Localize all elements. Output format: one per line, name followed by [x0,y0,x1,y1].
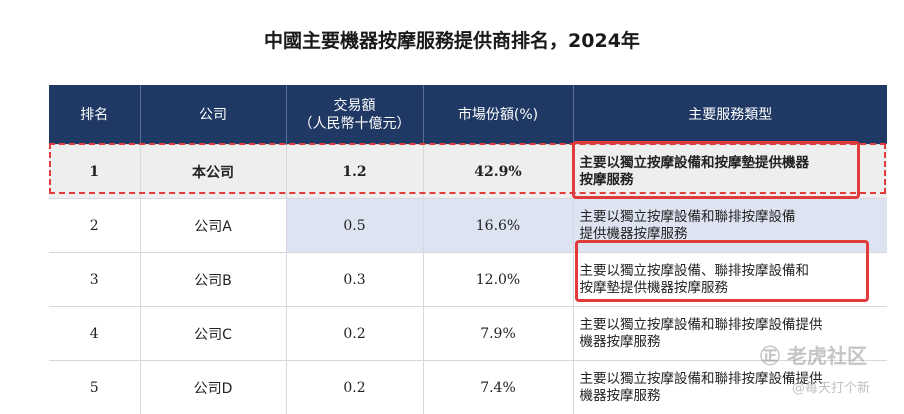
header-service: 主要服務類型 [573,85,887,145]
cell-amount: 0.2 [286,361,423,414]
watermark-handle: @每天打个新 [792,377,870,396]
header-share: 市場份額(%) [423,85,573,145]
cell-share: 12.0% [423,253,573,307]
highlight-service-box-2 [575,240,869,302]
cell-company: 公司C [140,307,286,361]
header-amount: 交易額（人民幣十億元） [286,85,423,145]
cell-company: 公司A [140,199,286,253]
highlight-service-box-1 [572,141,860,199]
cell-share: 7.9% [423,307,573,361]
cell-company: 公司B [140,253,286,307]
cell-amount: 0.3 [286,253,423,307]
cell-amount: 0.2 [286,307,423,361]
watermark-logo: ㊣ 老虎社区 [760,340,867,369]
cell-company: 公司D [140,361,286,414]
cell-rank: 5 [49,361,140,414]
cell-rank: 2 [49,199,140,253]
page-title: 中國主要機器按摩服務提供商排名，2024年 [0,26,904,53]
table-header-row: 排名 公司 交易額（人民幣十億元） 市場份額(%) 主要服務類型 [49,85,887,145]
header-company: 公司 [140,85,286,145]
header-rank: 排名 [49,85,140,145]
cell-share: 7.4% [423,361,573,414]
cell-rank: 3 [49,253,140,307]
cell-share: 16.6% [423,199,573,253]
cell-amount: 0.5 [286,199,423,253]
cell-rank: 4 [49,307,140,361]
